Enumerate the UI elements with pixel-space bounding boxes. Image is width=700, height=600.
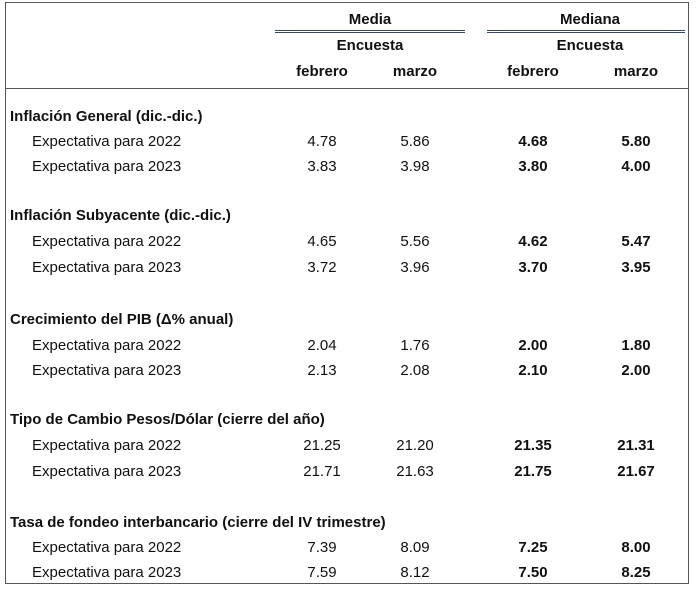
cell-value: 21.67 [617,463,655,480]
cell-value: 3.95 [621,259,651,276]
header-rule [487,30,685,33]
cell-value: 8.12 [400,564,430,581]
column-header: marzo [392,63,438,80]
row-label: Expectativa para 2022 [32,337,182,354]
cell-value: 3.96 [400,259,430,276]
cell-value: 4.62 [518,233,548,250]
column-header: febrero [296,63,348,80]
cell-value: 8.25 [621,564,651,581]
cell-value: 3.72 [307,259,337,276]
cell-value: 8.09 [400,539,430,556]
cell-value: 3.83 [307,158,337,175]
row-label: Expectativa para 2022 [32,233,182,250]
cell-value: 7.59 [307,564,337,581]
cell-value: 5.86 [400,133,430,150]
cell-value: 3.98 [400,158,430,175]
cell-value: 7.25 [518,539,548,556]
cell-value: 4.68 [518,133,548,150]
section-title: Crecimiento del PIB (Δ% anual) [10,311,234,328]
cell-value: 7.50 [518,564,548,581]
cell-value: 5.47 [621,233,651,250]
cell-value: 21.25 [303,437,341,454]
section-title: Inflación Subyacente (dic.-dic.) [10,207,231,224]
cell-value: 21.35 [514,437,552,454]
cell-value: 2.13 [307,362,337,379]
cell-value: 2.00 [518,337,548,354]
column-header: marzo [613,63,659,80]
cell-value: 7.39 [307,539,337,556]
cell-value: 3.70 [518,259,548,276]
group-title: Mediana [559,11,621,28]
cell-value: 8.00 [621,539,651,556]
cell-value: 1.76 [400,337,430,354]
header-separator [5,88,689,89]
cell-value: 21.75 [514,463,552,480]
column-header: febrero [507,63,559,80]
row-label: Expectativa para 2023 [32,564,182,581]
row-label: Expectativa para 2023 [32,463,182,480]
row-label: Expectativa para 2023 [32,362,182,379]
section-title: Inflación General (dic.-dic.) [10,108,203,125]
cell-value: 2.04 [307,337,337,354]
row-label: Expectativa para 2023 [32,158,182,175]
cell-value: 21.71 [303,463,341,480]
cell-value: 21.63 [396,463,434,480]
cell-value: 4.78 [307,133,337,150]
group-title: Media [348,11,392,28]
cell-value: 21.31 [617,437,655,454]
cell-value: 1.80 [621,337,651,354]
header-rule [275,30,465,33]
cell-value: 2.00 [621,362,651,379]
section-title: Tipo de Cambio Pesos/Dólar (cierre del a… [10,411,325,428]
cell-value: 2.10 [518,362,548,379]
cell-value: 5.80 [621,133,651,150]
cell-value: 21.20 [396,437,434,454]
section-title: Tasa de fondeo interbancario (cierre del… [10,514,386,531]
group-subtitle: Encuesta [556,37,624,54]
table-border [5,2,689,584]
cell-value: 5.56 [400,233,430,250]
cell-value: 3.80 [518,158,548,175]
cell-value: 4.00 [621,158,651,175]
cell-value: 2.08 [400,362,430,379]
cell-value: 4.65 [307,233,337,250]
row-label: Expectativa para 2022 [32,437,182,454]
group-subtitle: Encuesta [336,37,404,54]
row-label: Expectativa para 2023 [32,259,182,276]
row-label: Expectativa para 2022 [32,539,182,556]
row-label: Expectativa para 2022 [32,133,182,150]
